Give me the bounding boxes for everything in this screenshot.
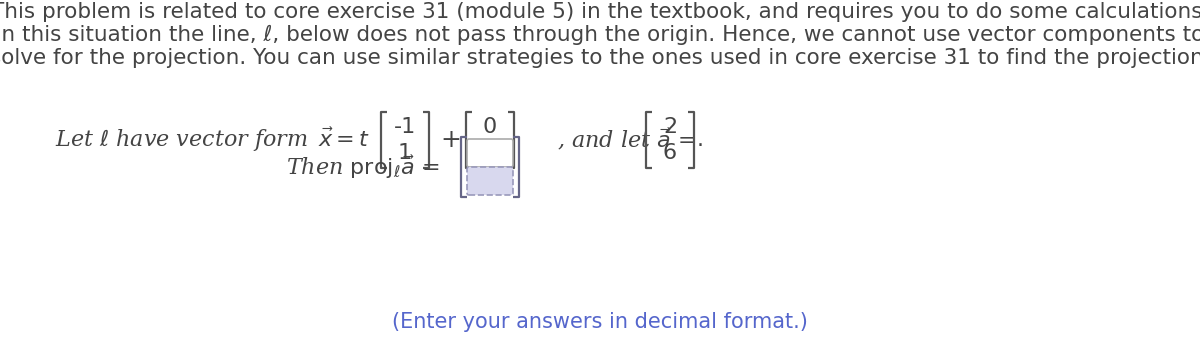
Text: 1: 1 — [398, 143, 412, 163]
Text: In this situation the line, ℓ, below does not pass through the origin. Hence, we: In this situation the line, ℓ, below doe… — [0, 25, 1200, 45]
Text: 1: 1 — [482, 143, 497, 163]
Text: 2: 2 — [662, 117, 677, 137]
FancyBboxPatch shape — [467, 139, 514, 167]
Text: (Enter your answers in decimal format.): (Enter your answers in decimal format.) — [392, 312, 808, 332]
Text: 6: 6 — [662, 143, 677, 163]
Text: $+$: $+$ — [440, 128, 460, 152]
Text: solve for the projection. You can use similar strategies to the ones used in cor: solve for the projection. You can use si… — [0, 48, 1200, 68]
Text: , and let $\vec{a}\,=$: , and let $\vec{a}\,=$ — [557, 127, 696, 153]
Text: 0: 0 — [482, 117, 497, 137]
Text: .: . — [697, 130, 704, 150]
FancyBboxPatch shape — [467, 167, 514, 195]
Text: -1: -1 — [394, 117, 416, 137]
Text: This problem is related to core exercise 31 (module 5) in the textbook, and requ: This problem is related to core exercise… — [0, 2, 1200, 22]
Text: Then $\mathrm{proj}_{\ell}\vec{a}\,=$: Then $\mathrm{proj}_{\ell}\vec{a}\,=$ — [286, 154, 440, 181]
Text: Let $\ell$ have vector form $\,\vec{x} = t$: Let $\ell$ have vector form $\,\vec{x} =… — [55, 126, 370, 154]
